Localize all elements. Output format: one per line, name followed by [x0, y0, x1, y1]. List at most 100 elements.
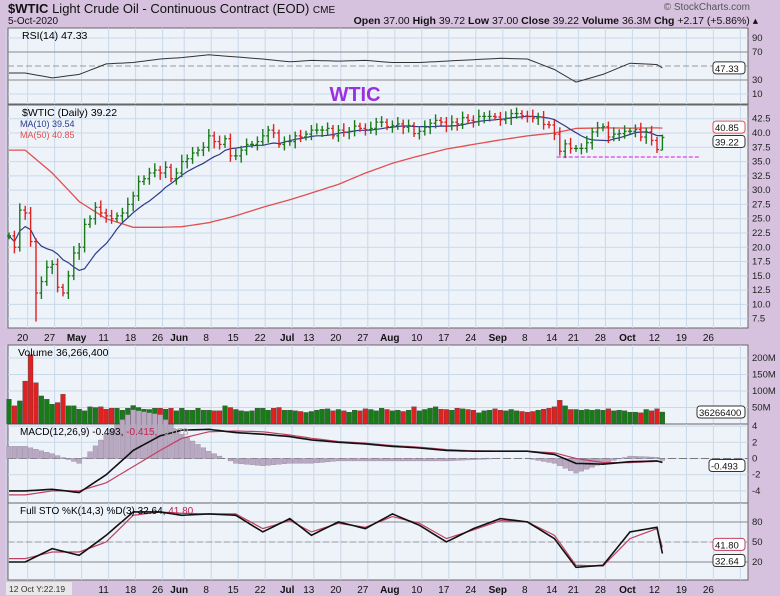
macd-histogram-bar: [481, 458, 487, 460]
volume-bar: [368, 409, 374, 425]
volume-bar: [611, 410, 617, 425]
price-bar: [131, 191, 136, 212]
price-bar: [196, 146, 200, 157]
low-value: 37.00: [491, 15, 519, 27]
macd-histogram-bar: [163, 419, 169, 459]
price-bar: [568, 137, 573, 154]
x-axis-label-bottom: 26: [703, 585, 715, 596]
high-value: 39.72: [438, 15, 466, 27]
volume-bar: [427, 408, 433, 425]
ohlc-summary: Open 37.00 High 39.72 Low 37.00 Close 39…: [353, 15, 758, 27]
price-bar: [471, 115, 476, 128]
volume-bar: [325, 408, 331, 425]
price-bar: [271, 124, 276, 139]
macd-histogram-bar: [265, 458, 271, 466]
volume-tick-label: 50M: [752, 403, 771, 414]
macd-histogram-bar: [654, 457, 660, 459]
rsi-value-badge: 47.33: [715, 64, 739, 75]
price-bar: [487, 110, 492, 122]
sto-d-line: [9, 511, 663, 567]
volume-bar: [49, 404, 55, 425]
macd-histogram-bar: [335, 458, 341, 462]
price-bar: [325, 122, 330, 136]
volume-bar: [357, 410, 363, 425]
price-bar: [444, 116, 449, 133]
volume-bar: [395, 409, 401, 425]
x-axis-label-bottom: Jun: [170, 585, 188, 596]
volume-bar: [638, 412, 644, 425]
price-bar: [169, 163, 173, 183]
volume-bar: [244, 411, 250, 425]
x-axis-label-top: Jul: [280, 333, 295, 344]
macd-histogram-bar: [195, 444, 201, 459]
price-tick-label: 27.5: [752, 199, 771, 210]
close-value-badge: 39.22: [715, 137, 739, 148]
volume-bar: [222, 405, 228, 425]
price-bar: [23, 205, 28, 220]
volume-bar: [411, 406, 417, 425]
macd-histogram-bar: [368, 458, 374, 462]
macd-histogram-bar: [314, 458, 320, 464]
price-bar: [628, 127, 632, 135]
macd-histogram-bar: [87, 451, 93, 459]
volume-bar: [643, 409, 649, 425]
x-axis-label-bottom: 18: [125, 585, 137, 596]
price-bar: [536, 112, 541, 125]
macd-histogram-bar: [362, 458, 368, 462]
macd-histogram-bar: [60, 457, 66, 459]
sto-d-value-badge-box: [712, 537, 746, 551]
x-axis-label-top: 20: [330, 333, 342, 344]
price-tick-label: 10.0: [752, 299, 771, 310]
symbol: $WTIC: [8, 1, 49, 16]
x-axis-label-top: May: [67, 333, 87, 344]
macd-histogram-bar: [476, 458, 482, 460]
price-bar: [201, 142, 206, 157]
volume-bar: [514, 410, 520, 425]
macd-histogram-bar: [546, 458, 552, 463]
volume-bar: [530, 411, 536, 425]
chart-title: $WTIC Light Crude Oil - Continuous Contr…: [8, 1, 335, 18]
volume-bar: [168, 408, 174, 425]
price-tick-label: 25.0: [752, 214, 771, 225]
macd-histogram-bar: [605, 458, 611, 463]
macd-histogram-bar: [557, 458, 563, 466]
macd-histogram-bar: [622, 457, 628, 459]
macd-histogram-bar: [303, 458, 309, 464]
x-axis-label-top: 26: [703, 333, 715, 344]
price-bar: [239, 145, 244, 163]
price-bar: [482, 112, 487, 124]
price-bar: [93, 202, 98, 225]
macd-tick-label: 0: [752, 454, 757, 465]
x-axis-label-bottom: 20: [330, 585, 342, 596]
x-axis-label-top: 21: [568, 333, 580, 344]
volume-bar: [238, 410, 244, 425]
macd-histogram-bar: [238, 458, 244, 464]
price-bar: [309, 124, 314, 141]
macd-histogram-bar: [28, 447, 34, 459]
macd-histogram-bar: [211, 453, 217, 459]
chg-label: Chg: [654, 15, 675, 27]
stockcharts-watermark: © StockCharts.com: [663, 2, 750, 13]
price-bar: [412, 122, 416, 137]
price-bar: [574, 144, 578, 152]
macd-histogram-bar: [427, 458, 433, 462]
volume-bar: [524, 411, 530, 425]
macd-histogram-bar: [271, 458, 277, 465]
volume-bar: [303, 412, 309, 425]
macd-histogram-bar: [433, 458, 439, 462]
price-bar: [595, 121, 600, 137]
volume-bar: [28, 354, 34, 425]
price-bar: [660, 134, 665, 151]
volume-bar: [546, 408, 552, 425]
volume-bar: [384, 409, 390, 425]
volume-bar: [379, 408, 385, 425]
x-axis-label-bottom: 19: [676, 585, 688, 596]
volume-bar: [600, 409, 606, 425]
x-axis-label-top: 8: [522, 333, 528, 344]
price-bar: [109, 209, 114, 224]
macd-histogram-bar: [384, 458, 390, 462]
volume-bar: [330, 410, 336, 425]
price-bar: [617, 129, 622, 141]
macd-histogram-bar: [6, 446, 12, 459]
volume-bar: [17, 400, 23, 425]
